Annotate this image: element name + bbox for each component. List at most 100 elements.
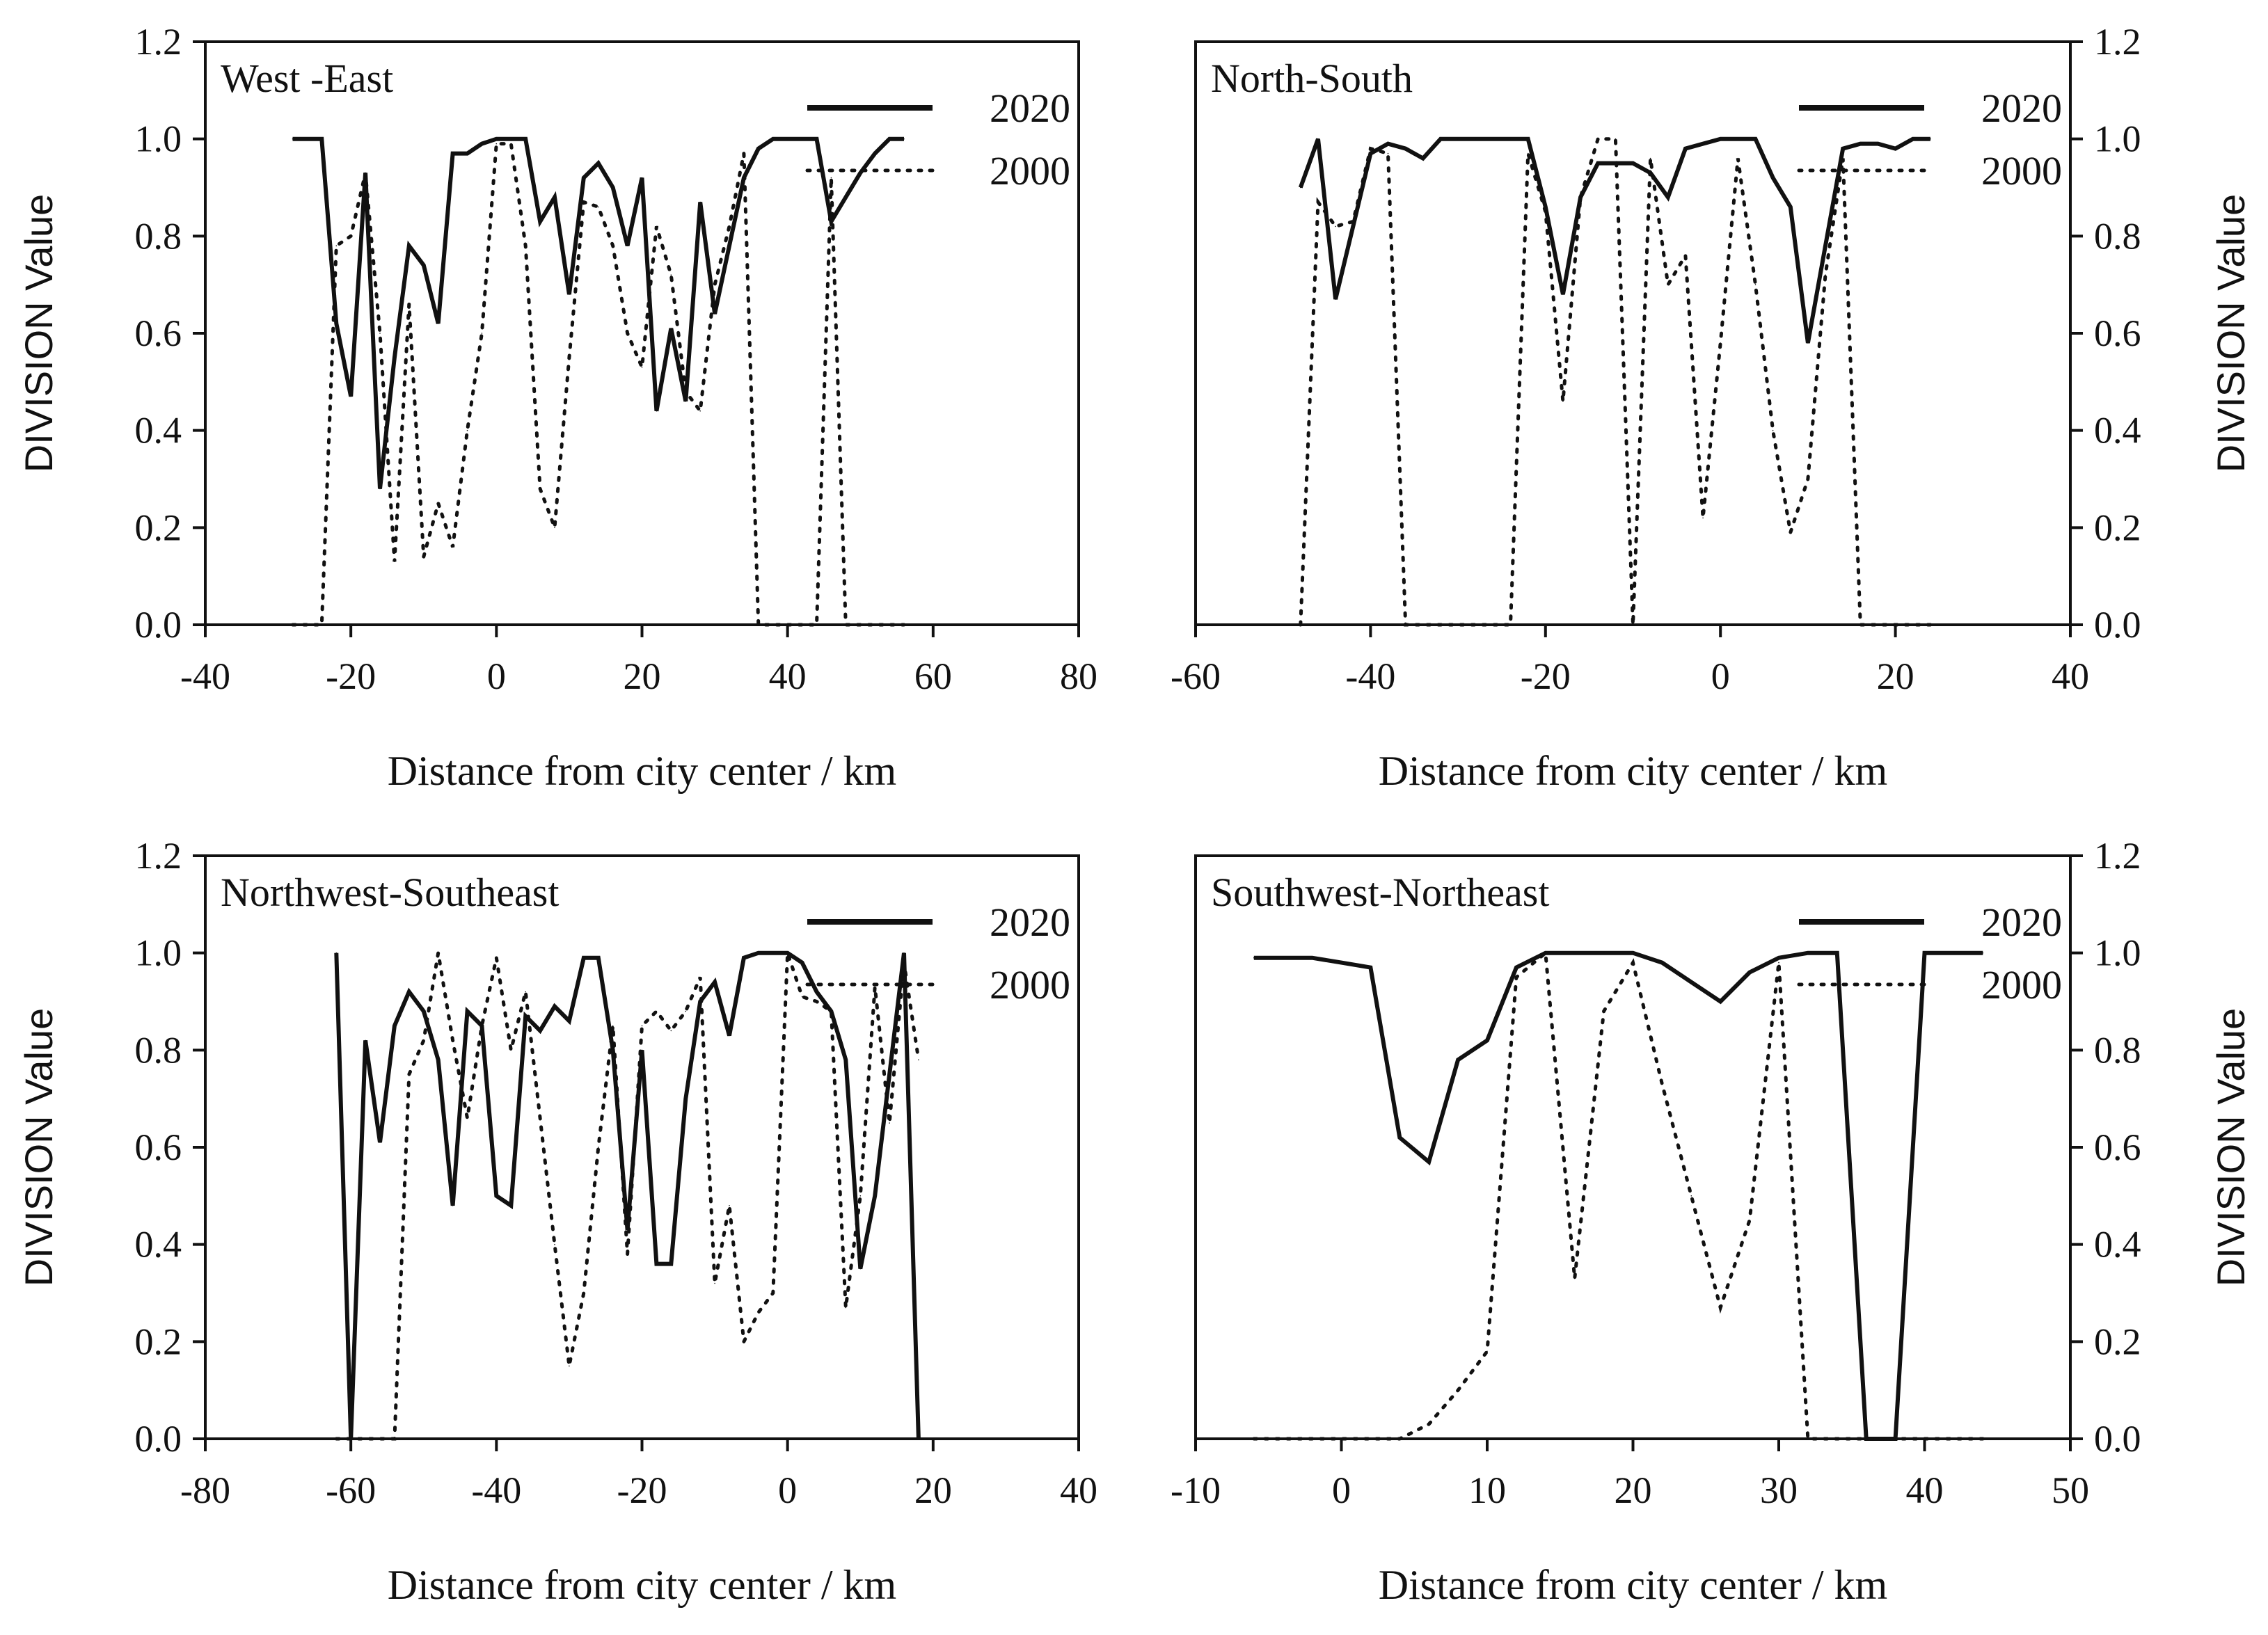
data-point: [1352, 225, 1354, 228]
data-point: [292, 624, 294, 625]
data-point: [845, 196, 847, 198]
legend-label: 2000: [1981, 962, 2062, 1007]
data-point: [1562, 401, 1564, 402]
chart-panel-3: 0.0 0.2 0.4 0.6 0.8 1.0 1.2 -80 -60 -40 -20 0 20 40 Di…: [17, 835, 1097, 1608]
x-tick-label: -40: [471, 1469, 521, 1511]
data-point: [1422, 624, 1424, 625]
data-point: [743, 1341, 745, 1343]
data-point: [1685, 255, 1686, 257]
data-point: [1340, 1438, 1342, 1439]
y-tick-label: 1.2: [2094, 21, 2141, 63]
data-point: [612, 245, 614, 247]
data-point: [598, 1147, 599, 1148]
data-point: [859, 172, 862, 174]
data-point: [786, 138, 788, 140]
data-point: [1842, 147, 1843, 150]
data-point: [365, 1039, 366, 1042]
data-point: [714, 284, 715, 286]
x-axis-label: Distance from city center / km: [388, 748, 896, 794]
data-point: [495, 143, 498, 145]
x-tick-label: 0: [487, 655, 506, 697]
data-point: [539, 1117, 541, 1119]
data-point: [1807, 1438, 1809, 1439]
data-point: [466, 152, 468, 154]
data-point: [801, 138, 803, 140]
chart-panel-1: 0.0 0.2 0.4 0.6 0.8 1.0 1.2 -40 -20 0 20 40 60 80 Dist…: [17, 21, 1097, 794]
data-point: [1300, 624, 1301, 625]
data-point: [1457, 138, 1459, 140]
data-point: [918, 1059, 919, 1061]
data-point: [1422, 157, 1424, 159]
y-tick-label: 0.4: [2094, 1224, 2141, 1266]
data-point: [1370, 1438, 1372, 1439]
data-point: [714, 1282, 715, 1284]
legend-label: 2000: [990, 962, 1070, 1007]
data-point: [598, 206, 599, 208]
data-point: [1253, 957, 1255, 959]
plot-frame: [1194, 854, 2072, 1440]
data-point: [1440, 624, 1441, 625]
series-line-2020: [292, 136, 904, 489]
y-tick-label: 0.4: [135, 410, 182, 452]
panel-title: Southwest-Northeast: [1211, 870, 1550, 915]
data-point: [335, 1438, 338, 1439]
data-point: [859, 1268, 862, 1270]
data-point: [350, 1438, 352, 1439]
x-tick-label: 50: [2052, 1469, 2089, 1511]
data-point: [1632, 624, 1634, 625]
data-point: [1457, 1389, 1459, 1391]
data-point: [466, 1010, 468, 1012]
data-point: [495, 957, 498, 959]
data-point: [452, 1205, 454, 1206]
y-tick-label: 0.0: [135, 1418, 182, 1460]
legend-label: 2020: [1981, 900, 2062, 945]
data-point: [481, 333, 483, 334]
data-point: [437, 1059, 439, 1061]
data-point: [816, 624, 818, 625]
data-point: [569, 294, 570, 295]
data-point: [1253, 1438, 1255, 1439]
data-point: [583, 1292, 585, 1294]
data-point: [1516, 966, 1517, 968]
data-point: [466, 429, 468, 431]
data-point: [1352, 221, 1354, 223]
plot-frame: [1194, 40, 2072, 626]
data-point: [612, 1049, 614, 1051]
data-point: [1894, 624, 1896, 625]
data-point: [1573, 1277, 1576, 1279]
y-tick-label: 0.2: [2094, 1321, 2141, 1362]
series-line-2000: [1252, 949, 1985, 1441]
data-point: [918, 1438, 919, 1439]
data-point: [1825, 245, 1826, 247]
data-point: [1930, 624, 1931, 625]
data-point: [1749, 1220, 1750, 1221]
x-tick-label: 0: [1332, 1469, 1351, 1511]
x-axis-label: Distance from city center / km: [1379, 748, 1887, 794]
x-tick-label: 40: [1906, 1469, 1944, 1511]
data-point: [481, 143, 483, 145]
data-point: [423, 1039, 425, 1042]
data-point: [845, 624, 847, 625]
data-point: [1457, 1059, 1459, 1061]
data-point: [729, 245, 730, 247]
data-point: [466, 1117, 468, 1119]
data-point: [365, 1438, 366, 1439]
data-point: [1457, 624, 1459, 625]
data-point: [1370, 152, 1372, 154]
y-axis-label: DIVISION Value: [17, 1008, 61, 1286]
y-tick-label: 0.4: [2094, 410, 2141, 452]
y-tick-label: 1.2: [135, 21, 182, 63]
legend-label: 2020: [990, 86, 1070, 131]
y-tick-label: 0.8: [135, 1029, 182, 1071]
data-point: [350, 235, 352, 237]
data-point: [583, 177, 585, 179]
legend-label: 2000: [1981, 148, 2062, 193]
data-point: [1842, 157, 1843, 159]
series-line-2000: [334, 952, 921, 1441]
data-point: [801, 962, 803, 964]
data-point: [525, 991, 526, 993]
data-point: [801, 996, 803, 998]
y-tick-label: 0.8: [2094, 1029, 2141, 1071]
data-point: [1509, 138, 1512, 140]
data-point: [409, 991, 410, 993]
